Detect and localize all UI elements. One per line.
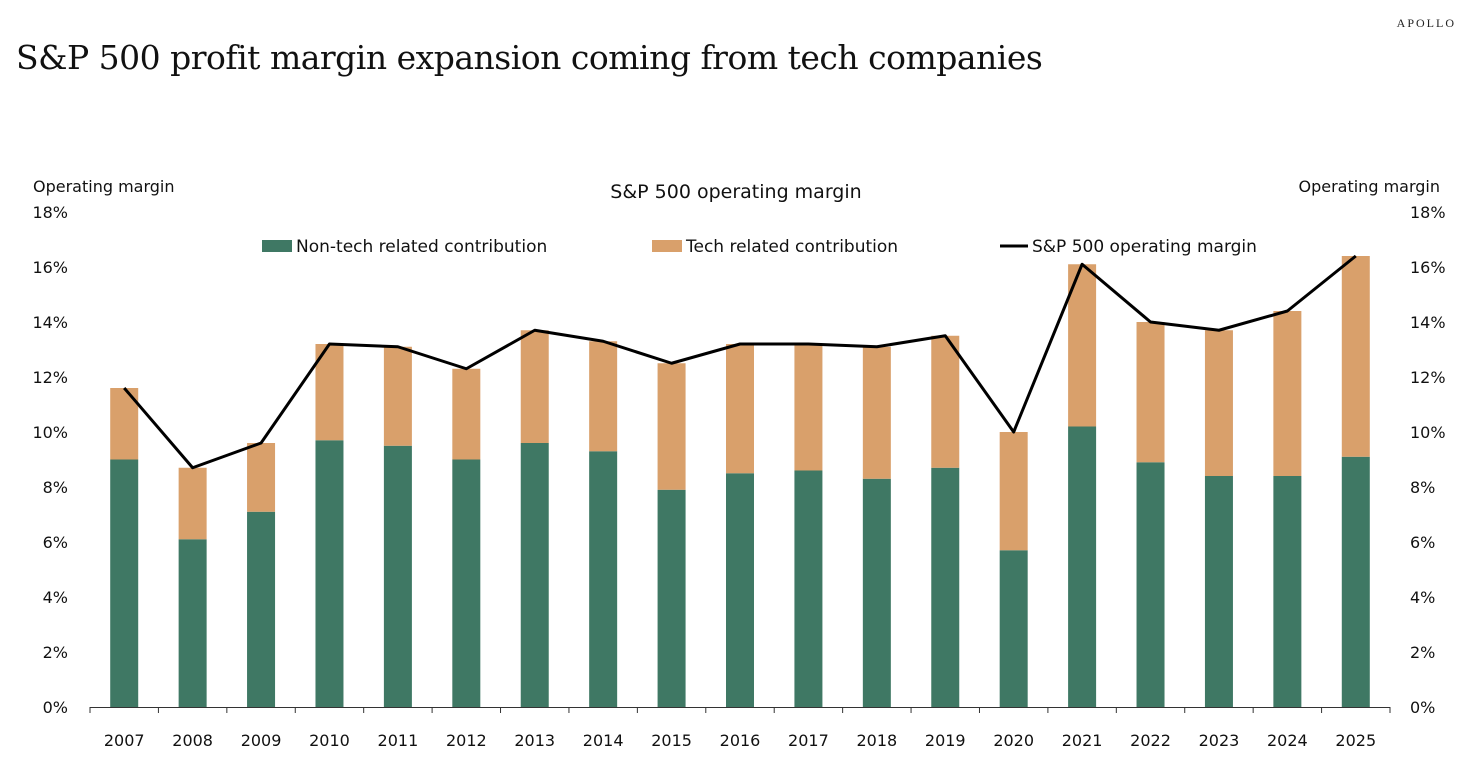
y-tick-label-right: 10% (1410, 423, 1446, 442)
x-tick-label: 2022 (1130, 731, 1171, 750)
x-tick-label: 2008 (172, 731, 213, 750)
bar-tech (520, 330, 549, 443)
bar-tech (1273, 311, 1302, 476)
y-tick-label-left: 12% (32, 368, 68, 387)
bar-non-tech (315, 440, 344, 707)
y-tick-label-right: 2% (1410, 643, 1435, 662)
y-tick-label-left: 6% (43, 533, 68, 552)
x-tick-label: 2012 (446, 731, 487, 750)
bar-non-tech (383, 445, 412, 707)
bar-non-tech (520, 443, 549, 707)
legend-swatch (652, 240, 682, 252)
y-tick-label-left: 4% (43, 588, 68, 607)
bar-non-tech (862, 478, 891, 707)
bar-non-tech (1068, 426, 1097, 707)
bar-tech (1341, 256, 1370, 457)
y-tick-label-left: 2% (43, 643, 68, 662)
page-title: S&P 500 profit margin expansion coming f… (16, 38, 1043, 77)
y-tick-label-left: 18% (32, 203, 68, 222)
chart-title: S&P 500 operating margin (610, 181, 861, 203)
x-tick-label: 2015 (651, 731, 692, 750)
y-tick-label-right: 6% (1410, 533, 1435, 552)
bar-tech (1136, 322, 1165, 463)
bar-tech (862, 346, 891, 479)
x-tick-label: 2020 (993, 731, 1034, 750)
bar-tech (794, 344, 823, 471)
bar-non-tech (657, 489, 686, 707)
bar-tech (589, 341, 618, 452)
brand-logo: APOLLO (1396, 16, 1456, 30)
bar-non-tech (999, 550, 1028, 707)
y-tick-label-left: 10% (32, 423, 68, 442)
bar-tech (1068, 264, 1097, 427)
legend-label: Non-tech related contribution (296, 237, 547, 257)
bar-tech (247, 443, 276, 512)
y-axis-label-right: Operating margin (1298, 177, 1440, 196)
x-tick-label: 2014 (583, 731, 624, 750)
x-tick-label: 2016 (720, 731, 761, 750)
y-tick-label-left: 8% (43, 478, 68, 497)
bar-non-tech (1136, 462, 1165, 707)
y-tick-label-left: 14% (32, 313, 68, 332)
x-tick-label: 2019 (925, 731, 966, 750)
bar-non-tech (1204, 476, 1233, 707)
y-tick-label-right: 14% (1410, 313, 1446, 332)
bar-non-tech (178, 539, 207, 707)
bar-tech (1204, 330, 1233, 476)
bar-tech (931, 335, 960, 468)
legend-label: Tech related contribution (685, 237, 898, 257)
bar-non-tech (247, 511, 276, 707)
y-tick-label-right: 12% (1410, 368, 1446, 387)
bar-tech (657, 363, 686, 490)
y-tick-label-left: 16% (32, 258, 68, 277)
bar-non-tech (726, 473, 754, 707)
x-tick-label: 2007 (104, 731, 145, 750)
y-axis-label-left: Operating margin (33, 177, 175, 196)
bar-non-tech (110, 459, 139, 707)
bar-non-tech (1341, 456, 1370, 707)
x-tick-label: 2018 (856, 731, 897, 750)
line-sp500-operating-margin (123, 254, 1357, 470)
y-tick-label-right: 8% (1410, 478, 1435, 497)
legend-swatch (262, 240, 292, 252)
bar-tech (726, 344, 754, 474)
x-tick-label: 2013 (514, 731, 555, 750)
legend-label: S&P 500 operating margin (1032, 237, 1257, 257)
bar-non-tech (589, 451, 618, 707)
x-tick-label: 2009 (241, 731, 282, 750)
x-tick-label: 2011 (378, 731, 419, 750)
y-tick-label-left: 0% (43, 698, 68, 717)
bar-non-tech (1273, 476, 1302, 707)
bar-non-tech (794, 470, 823, 707)
bar-tech (383, 346, 412, 446)
bar-tech (999, 432, 1028, 551)
bar-non-tech (931, 467, 960, 707)
y-tick-label-right: 0% (1410, 698, 1435, 717)
x-tick-label: 2024 (1267, 731, 1308, 750)
x-tick-label: 2025 (1335, 731, 1376, 750)
bar-tech (452, 368, 481, 460)
bar-tech (178, 467, 207, 540)
x-tick-label: 2017 (788, 731, 829, 750)
bar-non-tech (452, 459, 481, 707)
y-tick-label-right: 4% (1410, 588, 1435, 607)
y-tick-label-right: 18% (1410, 203, 1446, 222)
x-tick-label: 2023 (1199, 731, 1240, 750)
y-tick-label-right: 16% (1410, 258, 1446, 277)
x-tick-label: 2010 (309, 731, 350, 750)
x-tick-label: 2021 (1062, 731, 1103, 750)
